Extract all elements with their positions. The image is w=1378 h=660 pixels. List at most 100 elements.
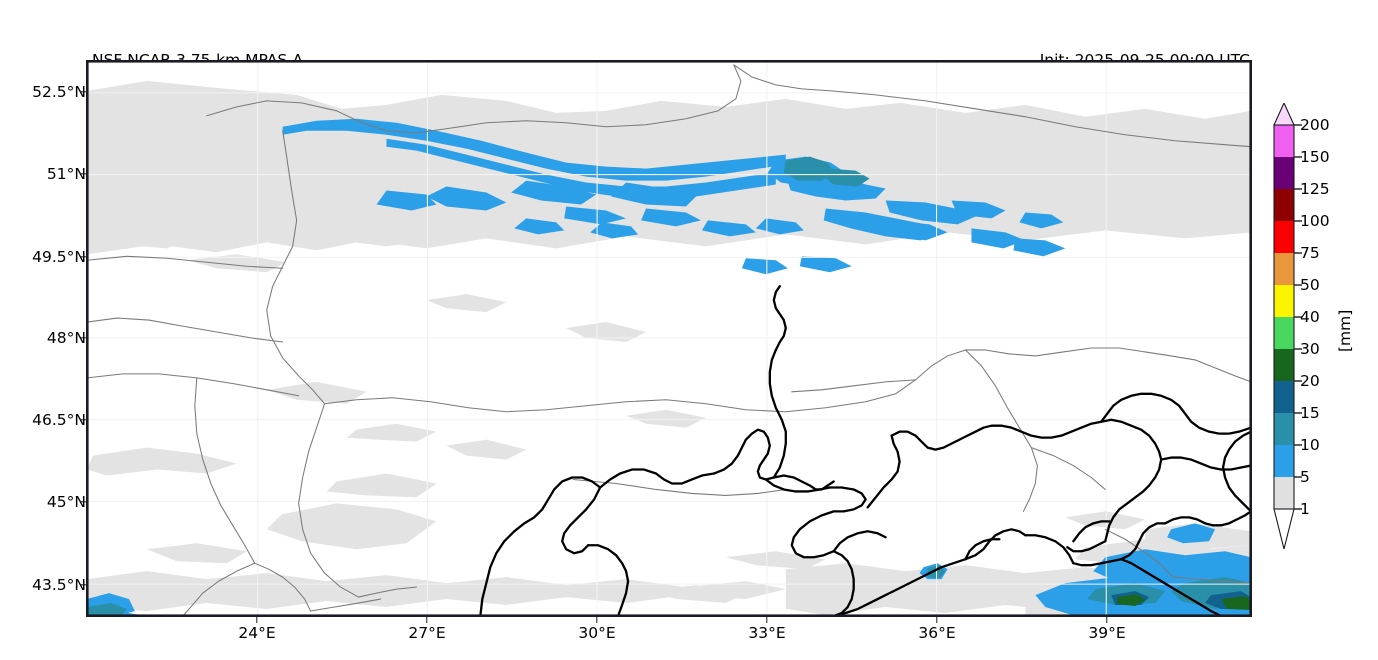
ytick-label-52p5: 52.5°N <box>32 83 86 101</box>
border-belarus-north <box>206 64 742 134</box>
colorbar-label-30: 30 <box>1300 340 1320 358</box>
border-moldova-east <box>964 349 1038 512</box>
colorbar-label-5: 5 <box>1300 468 1310 486</box>
coast-liman-south <box>764 478 831 493</box>
coast-don-river <box>1221 430 1251 513</box>
coast-odessa <box>598 468 716 489</box>
border-albania <box>182 562 256 616</box>
coast-azov-north <box>890 420 1103 451</box>
xtick-label-33: 33°E <box>748 624 786 642</box>
xtick-mark-24 <box>256 617 258 623</box>
colorbar-label-40: 40 <box>1300 308 1320 326</box>
xtick-mark-33 <box>766 617 768 623</box>
colorbar-label-1: 1 <box>1300 500 1310 518</box>
border-ukraine-romania-moldova-north <box>324 349 967 413</box>
colorbar-label-125: 125 <box>1300 180 1330 198</box>
border-russia-belarus <box>733 64 1251 148</box>
ytick-label-48: 48°N <box>46 329 86 347</box>
ytick-label-46p5: 46.5°N <box>32 411 86 429</box>
ytick-mark-51 <box>80 173 86 175</box>
colorbar-band-15-20 <box>1274 381 1294 413</box>
coast-kuban <box>1072 558 1123 567</box>
country-borders <box>87 64 1251 616</box>
colorbar-label-100: 100 <box>1300 212 1330 230</box>
colorbar-label-10: 10 <box>1300 436 1320 454</box>
colorbar-extend-bottom <box>1273 508 1295 550</box>
colorbar-band-75-100 <box>1274 221 1294 253</box>
xtick-mark-39 <box>1106 617 1108 623</box>
coast-azov-east <box>1100 418 1163 543</box>
map-plot-area <box>86 60 1252 617</box>
ytick-label-49p5: 49.5°N <box>32 248 86 266</box>
xtick-mark-36 <box>936 617 938 623</box>
border-slovakia-hungary <box>87 317 284 343</box>
border-caucasus <box>1172 576 1251 584</box>
colorbar-label-150: 150 <box>1300 148 1330 166</box>
border-macedonia-greece <box>310 598 382 612</box>
colorbar-label-20: 20 <box>1300 372 1320 390</box>
coast-kherson <box>772 474 835 491</box>
colorbar-extend-top <box>1273 103 1295 126</box>
border-poland-ukraine <box>266 130 326 405</box>
coast-bulgaria-south <box>616 579 630 616</box>
coast-taman-inner <box>1072 520 1111 543</box>
coast-novorossiysk <box>1120 522 1167 561</box>
ytick-mark-48 <box>80 337 86 339</box>
colorbar-canvas <box>1273 103 1302 550</box>
colorbar-band-50-75 <box>1274 253 1294 285</box>
map-canvas <box>87 61 1251 616</box>
coast-arabat <box>866 434 901 509</box>
colorbar <box>1264 103 1310 593</box>
border-azov-internal <box>1030 447 1106 490</box>
colorbar-band-5-10 <box>1274 445 1294 477</box>
ytick-label-45: 45°N <box>46 493 86 511</box>
xtick-label-30: 30°E <box>578 624 616 642</box>
coast-crimea-south <box>832 558 967 616</box>
colorbar-ticks <box>1294 124 1302 510</box>
colorbar-label-15: 15 <box>1300 404 1320 422</box>
xtick-mark-30 <box>596 617 598 623</box>
coast-bulgaria <box>586 544 630 583</box>
coast-crimea-inner <box>832 530 887 553</box>
map-frame <box>87 61 1251 616</box>
border-russia-east <box>1194 359 1251 383</box>
border-georgia-russia <box>1104 528 1174 578</box>
coast-dnieper-river <box>768 348 787 479</box>
coast-romania-west <box>479 476 602 616</box>
colorbar-axis-label: [mm] <box>1336 309 1354 352</box>
colorbar-band-125-150 <box>1274 157 1294 189</box>
colorbar-band-40-50 <box>1274 285 1294 317</box>
border-hungary-croatia <box>87 373 300 397</box>
ytick-mark-43p5 <box>80 584 86 586</box>
colorbar-label-75: 75 <box>1300 244 1320 262</box>
border-ukraine-russia-south <box>964 347 1196 361</box>
border-bulgaria-serbia <box>358 586 417 598</box>
border-poland-slovakia <box>87 255 284 269</box>
coast-dnieper-liman <box>712 428 775 481</box>
border-serbia-bosnia <box>194 377 256 564</box>
border-crimea-north <box>791 379 917 393</box>
coastlines <box>479 285 1251 616</box>
ytick-label-43p5: 43.5°N <box>32 576 86 594</box>
border-serbia-macedonia <box>254 562 312 612</box>
colorbar-band-150-200 <box>1274 125 1294 157</box>
ytick-mark-49p5 <box>80 256 86 258</box>
coast-taganrog <box>1160 456 1251 471</box>
gridlines <box>87 61 1251 616</box>
coast-dnieper-upper <box>772 285 787 352</box>
ytick-mark-46p5 <box>80 419 86 421</box>
coast-crimea-west <box>790 510 835 559</box>
xtick-label-27: 27°E <box>408 624 446 642</box>
colorbar-label-200: 200 <box>1300 116 1330 134</box>
border-crimea-internal <box>572 478 787 496</box>
colorbar-label-50: 50 <box>1300 276 1320 294</box>
coast-karkinit <box>828 486 867 513</box>
xtick-label-24: 24°E <box>238 624 276 642</box>
precip-layer-20-30mm <box>1117 594 1251 611</box>
colorbar-band-100-125 <box>1274 189 1294 221</box>
coast-kerch-strait <box>1024 534 1075 565</box>
coast-feodosia <box>964 538 1001 561</box>
coast-russia-ne <box>1163 510 1251 527</box>
ytick-label-51: 51°N <box>46 165 86 183</box>
